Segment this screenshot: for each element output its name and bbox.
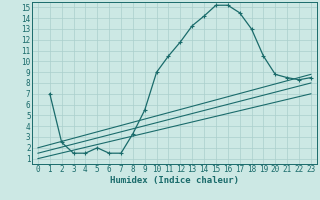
- X-axis label: Humidex (Indice chaleur): Humidex (Indice chaleur): [110, 176, 239, 185]
